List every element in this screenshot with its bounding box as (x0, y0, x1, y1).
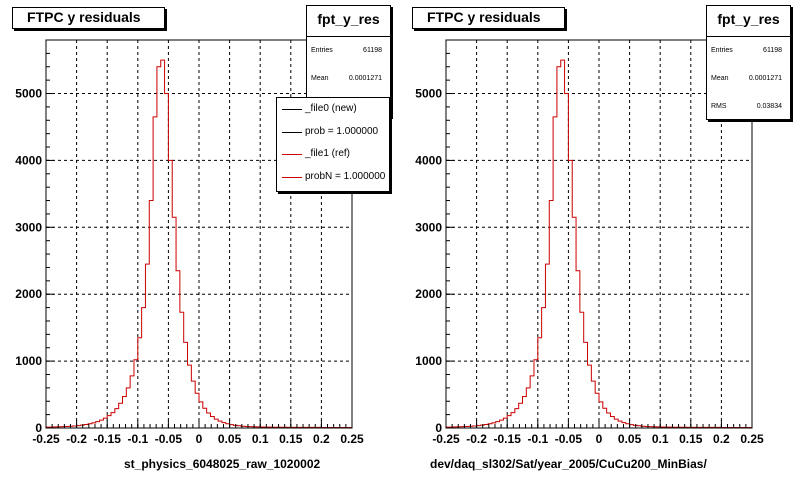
right-x-tick-label: 0.2 (713, 432, 730, 446)
right-x-tick-label: -0.15 (494, 432, 522, 446)
stats-key: Mean (311, 75, 329, 82)
left-stats-title: fpt_y_res (307, 6, 390, 37)
right-x-tick-label: 0.05 (618, 432, 642, 446)
legend-swatch (282, 131, 302, 133)
right-x-tick-label: -0.1 (527, 432, 548, 446)
legend-swatch (282, 109, 302, 110)
right-y-tick-label: 5000 (415, 87, 442, 101)
right-x-tick-label: 0.25 (740, 432, 764, 446)
stats-key: Entries (711, 47, 733, 54)
left-y-tick-label: 3000 (15, 220, 42, 234)
left-y-tick-label: 0 (35, 421, 42, 435)
right-y-tick-label: 4000 (415, 153, 442, 167)
left-x-tick-label: 0.1 (252, 432, 269, 446)
legend-label: prob = 1.000000 (305, 125, 379, 137)
right-y-tick-label: 0 (435, 421, 442, 435)
left-x-tick-label: -0.05 (155, 432, 183, 446)
legend-label: _file1 (ref) (305, 148, 351, 159)
right-chart-title: FTPC y residuals (412, 7, 565, 29)
stats-value: 0.0001271 (348, 75, 382, 82)
right-stats-row-rms: RMS 0.03834 (707, 93, 790, 119)
stats-value: 0.0001271 (748, 75, 782, 82)
stats-key: Entries (311, 47, 333, 54)
left-x-tick-label: -0.2 (66, 432, 87, 446)
legend-label: probN = 1.000000 (305, 170, 386, 182)
left-x-tick-label: -0.25 (32, 432, 60, 446)
right-y-tick-label: 2000 (415, 287, 442, 301)
left-x-tick-label: -0.1 (127, 432, 148, 446)
left-y-tick-label: 2000 (15, 287, 42, 301)
right-stats-row-mean: Mean 0.0001271 (707, 65, 790, 93)
right-y-tick-label: 1000 (415, 354, 442, 368)
left-y-tick-label: 5000 (15, 87, 42, 101)
right-x-axis-label: dev/daq_sl302/Sat/year_2005/CuCu200_MinB… (430, 457, 707, 471)
legend-entry-file0: _file0 (new) (277, 98, 389, 121)
right-x-tick-label: 0.15 (679, 432, 703, 446)
stats-key: RMS (711, 103, 727, 110)
left-x-tick-label: 0 (196, 432, 203, 446)
right-x-tick-label: 0 (596, 432, 603, 446)
right-x-tick-label: 0.1 (652, 432, 669, 446)
legend-label: _file0 (new) (305, 103, 357, 114)
legend-entry-file1: _file1 (ref) (277, 143, 389, 166)
legend-entry-prob: prob = 1.000000 (277, 121, 389, 144)
left-x-tick-label: 0.05 (218, 432, 242, 446)
left-x-tick-label: 0.25 (340, 432, 364, 446)
right-x-tick-label: -0.25 (432, 432, 460, 446)
stats-value: 0.03834 (756, 103, 782, 110)
stats-value: 61198 (363, 47, 382, 54)
right-y-tick-label: 3000 (415, 220, 442, 234)
right-stats-row-entries: Entries 61198 (707, 37, 790, 65)
legend-entry-probn: probN = 1.000000 (277, 166, 389, 189)
left-y-tick-label: 4000 (15, 153, 42, 167)
left-x-tick-label: -0.15 (94, 432, 122, 446)
right-x-tick-label: -0.05 (555, 432, 583, 446)
stats-value: 61198 (763, 47, 782, 54)
left-x-axis-label: st_physics_6048025_raw_1020002 (124, 457, 321, 471)
right-stats-box: fpt_y_res Entries 61198 Mean 0.0001271 R… (706, 5, 791, 120)
legend-swatch (282, 154, 302, 155)
right-x-tick-label: -0.2 (466, 432, 487, 446)
stats-key: Mean (711, 75, 729, 82)
left-chart-title: FTPC y residuals (12, 7, 165, 29)
legend-swatch (282, 176, 302, 178)
right-stats-title: fpt_y_res (707, 6, 790, 37)
left-y-tick-label: 1000 (15, 354, 42, 368)
left-legend: _file0 (new) prob = 1.000000 _file1 (ref… (276, 97, 390, 192)
left-stats-row-entries: Entries 61198 (307, 37, 390, 65)
left-stats-row-mean: Mean 0.0001271 (307, 65, 390, 93)
left-x-tick-label: 0.15 (279, 432, 303, 446)
left-x-tick-label: 0.2 (313, 432, 330, 446)
